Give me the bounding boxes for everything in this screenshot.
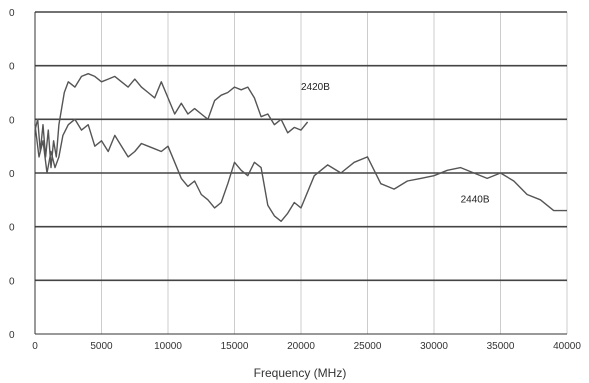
x-tick-label: 30000 [420, 341, 448, 352]
series-layer [34, 73, 567, 222]
x-tick-label: 20000 [287, 341, 315, 352]
series-line-2420B [34, 73, 309, 169]
x-tick-label: 5000 [90, 341, 113, 352]
x-tick-label: 40000 [553, 341, 581, 352]
axes [34, 12, 567, 335]
y-tick-label: 0 [9, 8, 15, 19]
y-tick-label: 0 [9, 330, 15, 341]
series-line-2440B [34, 118, 567, 222]
x-tick-label: 10000 [154, 341, 182, 352]
x-axis-label: Frequency (MHz) [254, 366, 347, 380]
y-tick-label: 0 [9, 169, 15, 180]
horizontal-gridlines [35, 11, 567, 282]
x-tick-label: 0 [32, 341, 38, 352]
series-labels: 2420B 2440B [301, 82, 490, 206]
series-label-2440B: 2440B [461, 195, 490, 206]
y-tick-label: 0 [9, 223, 15, 234]
series-label-2420B: 2420B [301, 82, 330, 93]
x-tick-label: 25000 [354, 341, 382, 352]
x-tick-label: 15000 [221, 341, 249, 352]
x-tick-labels: 0 5000 10000 15000 20000 25000 30000 35000 40000 [32, 341, 581, 352]
y-tick-label: 0 [9, 276, 15, 287]
y-tick-label: 0 [9, 115, 15, 126]
y-tick-labels: 0 0 0 0 0 0 0 [9, 8, 15, 341]
y-tick-label: 0 [9, 62, 15, 73]
x-tick-label: 35000 [487, 341, 515, 352]
